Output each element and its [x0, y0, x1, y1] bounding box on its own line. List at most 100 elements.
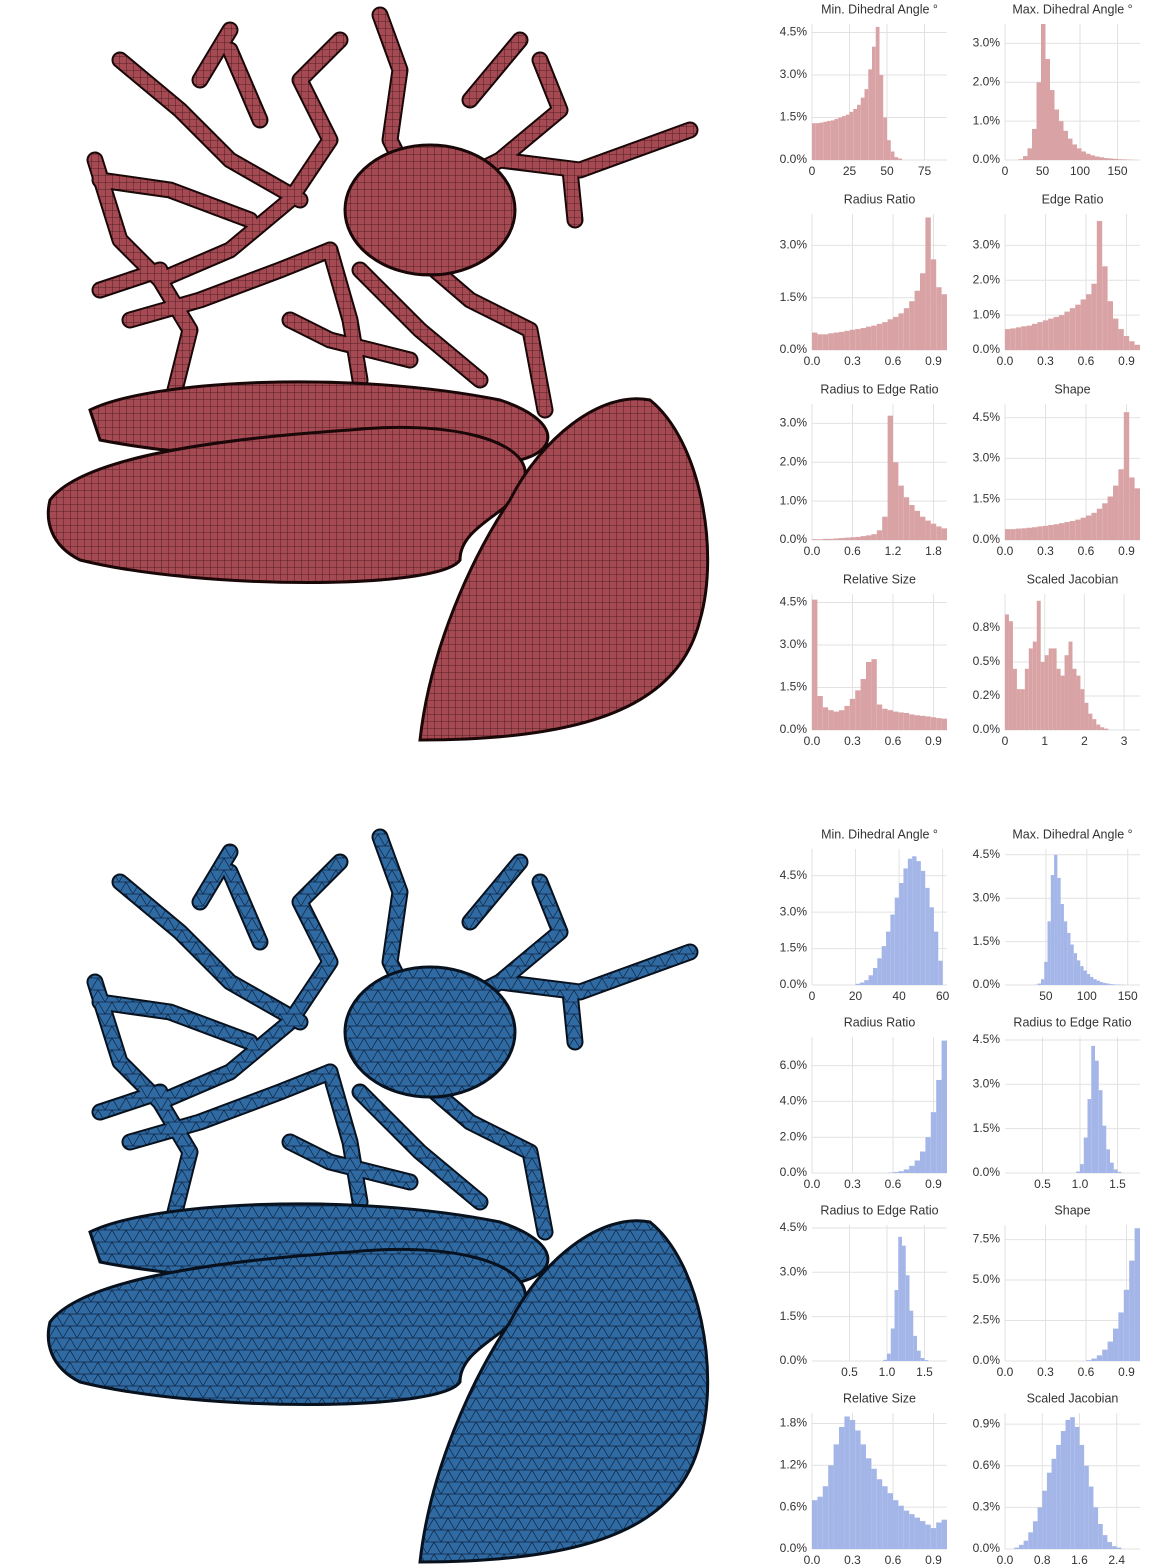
histogram-bar [1097, 1355, 1102, 1361]
histogram-bar [1066, 1420, 1071, 1549]
histogram-bar [888, 416, 893, 540]
chart-title: Radius Ratio [844, 1015, 916, 1029]
histogram-bar [1075, 305, 1080, 350]
histogram-bar [1033, 642, 1037, 730]
histogram-bar [909, 1514, 914, 1549]
y-tick-label: 3.0% [780, 67, 808, 81]
x-tick-label: 0.3 [1037, 1365, 1054, 1379]
histogram-bar [1106, 984, 1109, 985]
chart-title: Radius Ratio [844, 192, 916, 206]
histogram-bar [898, 1171, 903, 1173]
histogram-bar [1079, 1445, 1084, 1549]
histogram-bar [839, 538, 844, 540]
histogram-bar [1099, 1090, 1103, 1173]
histogram-bar [1070, 521, 1075, 540]
y-tick-label: 1.0% [973, 307, 1001, 321]
y-tick-label: 0.0% [780, 1353, 808, 1367]
histogram-bar [898, 712, 903, 730]
histogram-bar [1051, 875, 1054, 985]
histogram-bar [909, 714, 914, 730]
histogram-bar [1097, 221, 1102, 350]
histogram-bar [882, 946, 886, 985]
x-tick-label: 0.0 [804, 734, 821, 748]
histogram-bar [942, 294, 947, 350]
histogram-bar [1086, 516, 1091, 540]
histogram-bar [1027, 528, 1032, 540]
histogram-bar [1043, 526, 1048, 540]
chart-title: Radius to Edge Ratio [820, 1203, 938, 1217]
x-tick-label: 50 [1036, 164, 1050, 178]
histogram-bar [893, 1500, 898, 1549]
y-tick-label: 4.5% [973, 847, 1001, 861]
histogram-bar [866, 1458, 871, 1549]
y-tick-label: 0.0% [973, 977, 1001, 991]
histogram-bar [1057, 878, 1060, 985]
organ-mesh [48, 967, 707, 1562]
histogram-bar [1091, 155, 1096, 160]
histogram-bar [920, 517, 925, 540]
histogram-bar [895, 157, 899, 160]
histogram-bar [1067, 933, 1070, 985]
histogram-bar [909, 1166, 914, 1173]
y-tick-label: 0.0% [780, 977, 808, 991]
y-tick-label: 2.5% [973, 1313, 1001, 1327]
histogram-bar [877, 705, 882, 731]
x-tick-label: 0.3 [844, 1177, 861, 1191]
histogram-bar [1070, 308, 1075, 350]
histogram-bar [1108, 496, 1113, 540]
y-tick-label: 4.5% [780, 868, 808, 882]
histogram-bar [1076, 676, 1080, 730]
y-tick-label: 2.0% [780, 454, 808, 468]
histogram-bar [1016, 327, 1021, 350]
x-tick-label: 0.6 [885, 354, 902, 368]
y-tick-label: 4.5% [973, 1032, 1001, 1046]
x-tick-label: 1.5 [916, 1365, 933, 1379]
histogram-bar [1074, 953, 1077, 985]
histogram-bar [842, 116, 846, 160]
histogram-bar [1054, 317, 1059, 350]
histogram-bar [1041, 662, 1045, 730]
histogram-bar [871, 1469, 876, 1549]
histogram-bar [1013, 669, 1017, 730]
histogram-bar [857, 105, 861, 160]
histogram-bar [936, 526, 941, 540]
histogram-bar [925, 716, 930, 730]
x-tick-label: 0.9 [925, 734, 942, 748]
y-tick-label: 7.5% [973, 1232, 1001, 1246]
histogram-bar [1114, 1169, 1118, 1173]
histogram-bar [1057, 669, 1061, 730]
histogram-bar [844, 1416, 849, 1549]
histogram-bar [1044, 962, 1047, 985]
histogram-bar [1080, 1164, 1084, 1173]
y-tick-label: 3.0% [973, 36, 1001, 50]
histogram-bar [942, 719, 947, 730]
histogram-bar [920, 1152, 925, 1173]
histogram-bar [904, 1511, 909, 1549]
histogram-bar [1100, 727, 1104, 730]
x-tick-label: 0.5 [1034, 1177, 1051, 1191]
histogram-bar [823, 122, 827, 160]
histogram-bar [915, 511, 920, 540]
y-tick-label: 2.0% [973, 74, 1001, 88]
x-tick-label: 25 [843, 164, 857, 178]
histogram-bar [1041, 24, 1046, 160]
chart-title: Shape [1054, 382, 1090, 396]
histogram-bar [816, 123, 820, 160]
x-tick-label: 50 [880, 164, 894, 178]
x-tick-label: 1.5 [1109, 1177, 1126, 1191]
y-tick-label: 0.0% [973, 1165, 1001, 1179]
histogram-bar [1023, 156, 1028, 160]
histogram-bar [1061, 904, 1064, 985]
histogram-bar [942, 528, 947, 540]
histogram-bar [1075, 520, 1080, 540]
y-tick-label: 1.5% [780, 941, 808, 955]
x-tick-label: 0.6 [885, 1177, 902, 1191]
histogram-bar [823, 334, 828, 350]
histogram-bar [931, 717, 936, 730]
histogram-bar [1070, 1417, 1075, 1549]
histogram-bar [1065, 655, 1069, 730]
x-tick-label: 0.0 [804, 544, 821, 558]
y-tick-label: 4.5% [780, 595, 808, 609]
histogram-bar [855, 1430, 860, 1549]
histogram-bar [906, 1275, 910, 1361]
